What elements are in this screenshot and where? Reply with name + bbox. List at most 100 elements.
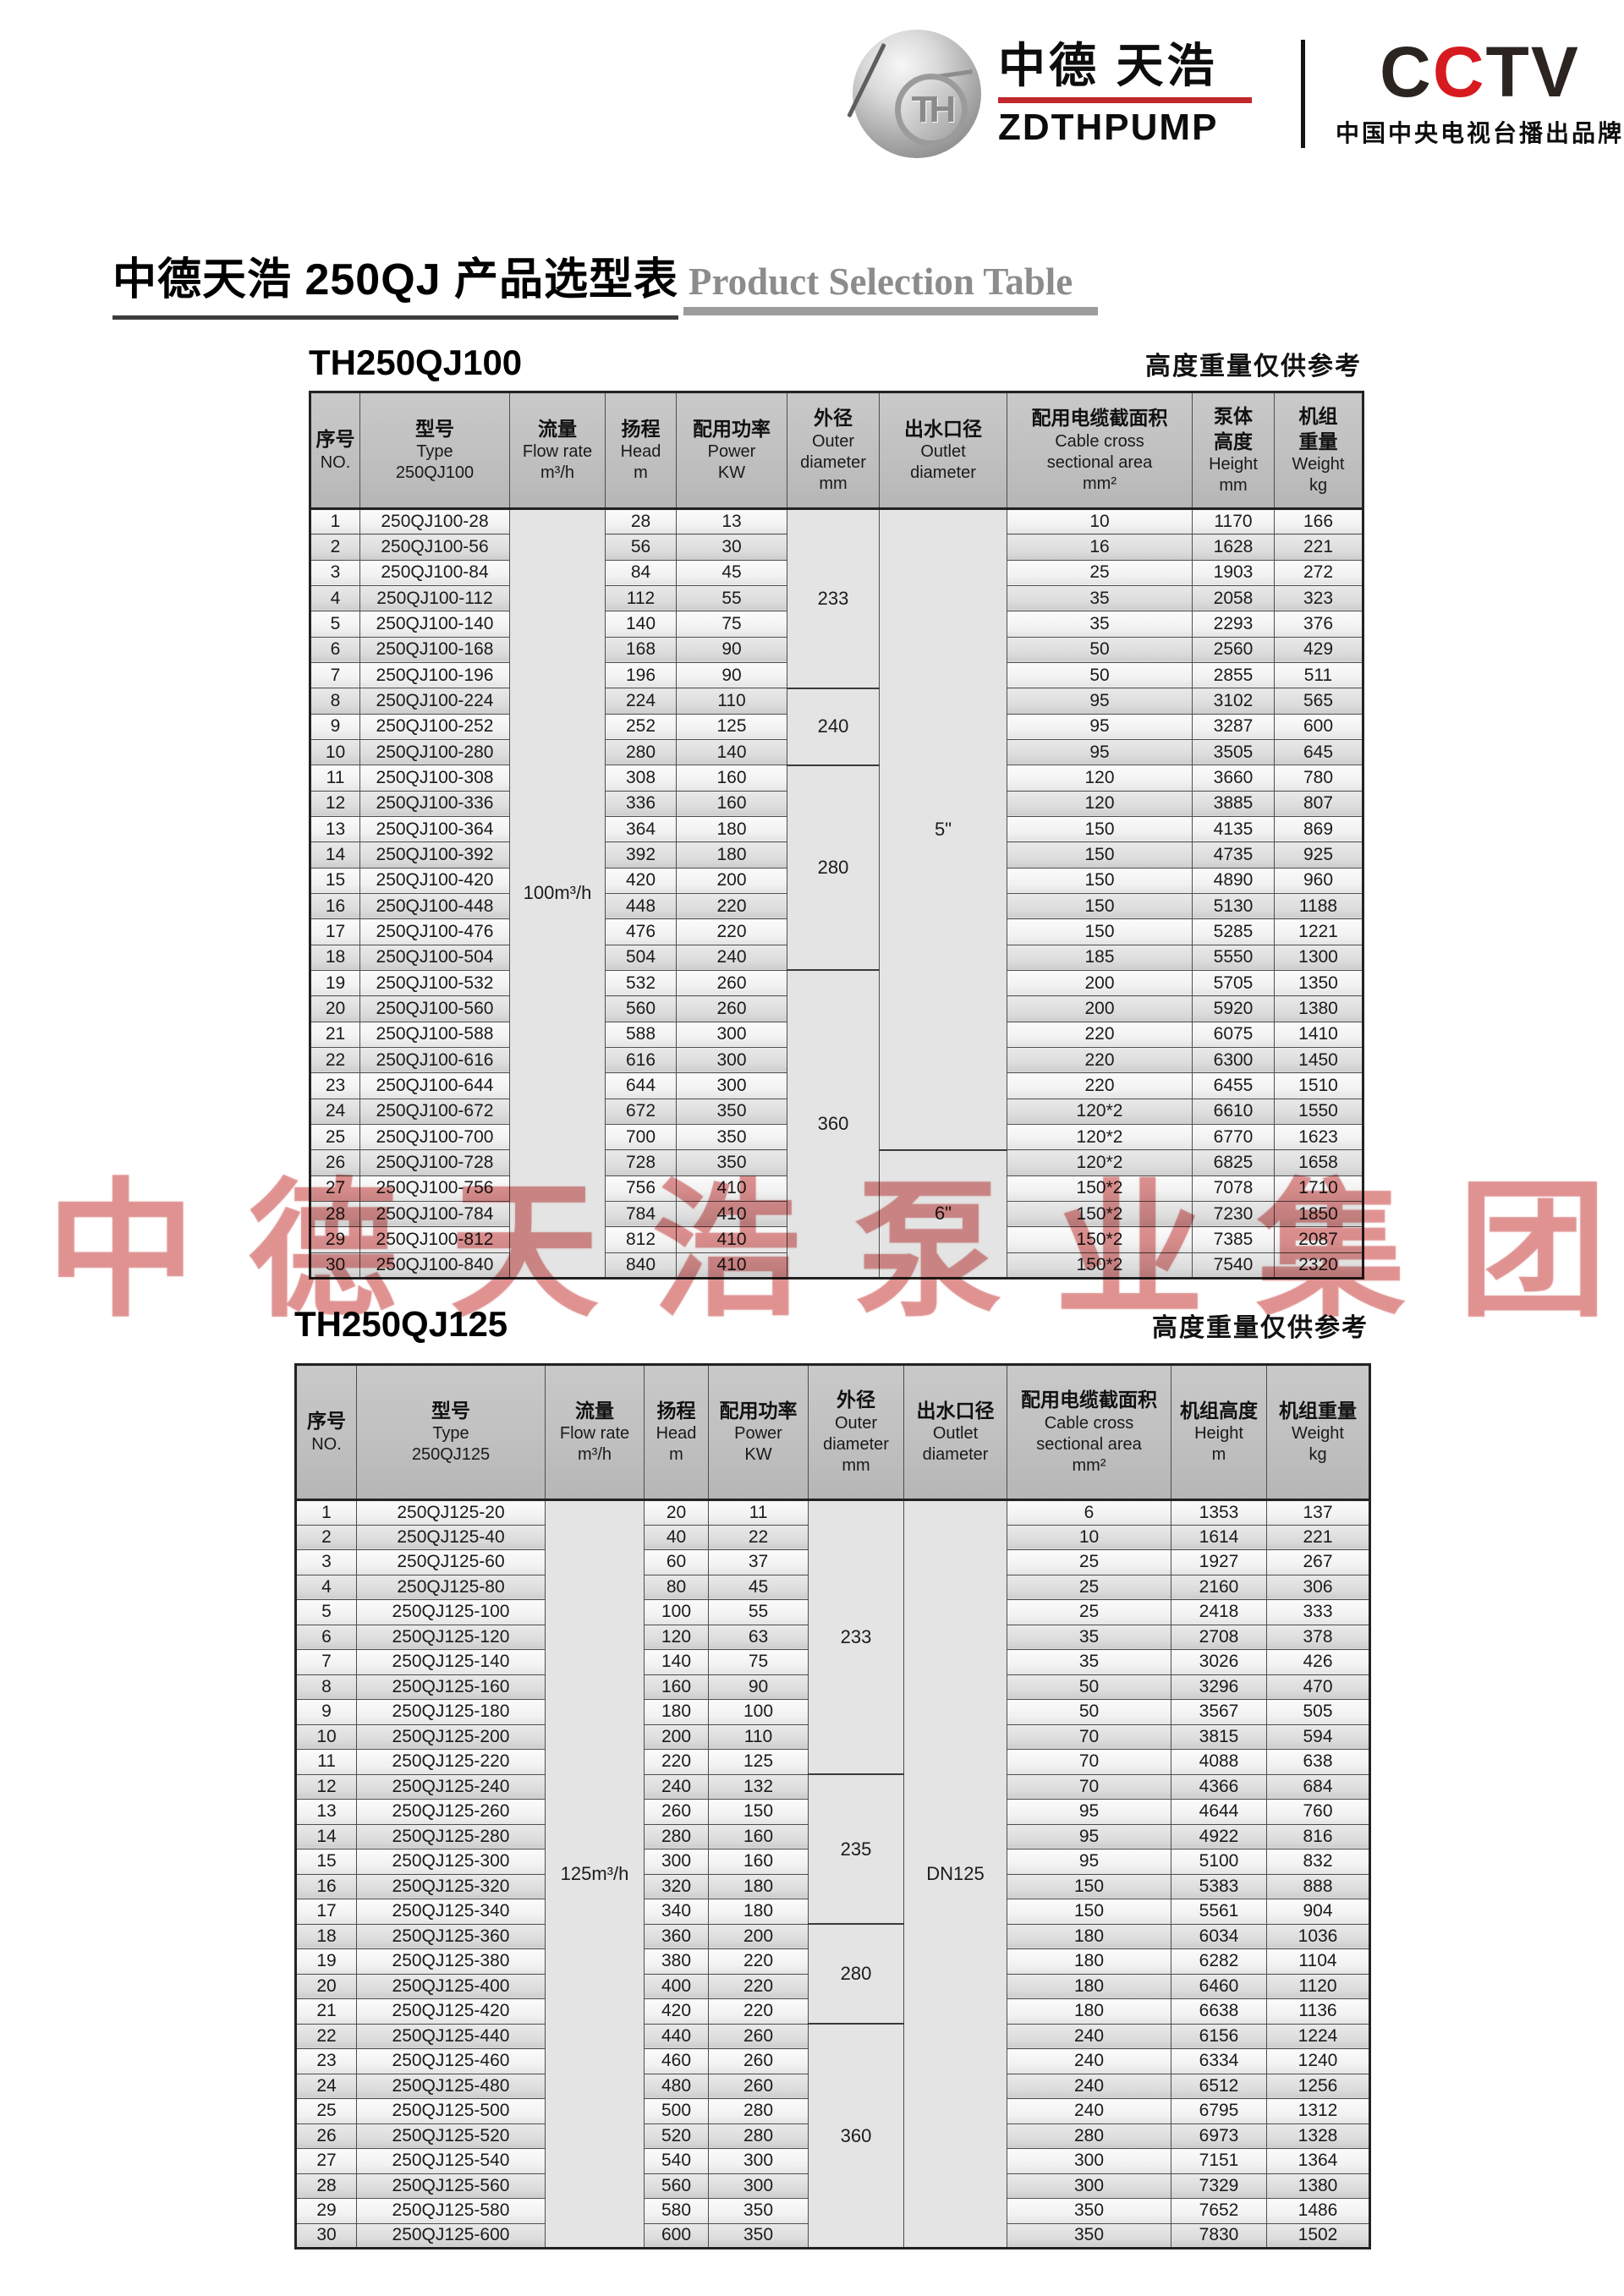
cell-height: 7230 bbox=[1192, 1200, 1275, 1228]
cell-height: 6034 bbox=[1171, 1923, 1267, 1949]
cell-type: 250QJ100-336 bbox=[359, 790, 510, 817]
cell-cable: 240 bbox=[1007, 2048, 1171, 2074]
col-header-cable: 配用电缆截面积 Cable cross sectional area mm² bbox=[1007, 1364, 1171, 1501]
cell-cable: 25 bbox=[1007, 559, 1193, 586]
cell-height: 1927 bbox=[1171, 1549, 1267, 1575]
cell-cable: 50 bbox=[1007, 1674, 1171, 1700]
cell-weight: 2087 bbox=[1274, 1226, 1363, 1253]
cell-head: 20 bbox=[644, 1499, 709, 1526]
col-header-type: 型号 Type 250QJ125 bbox=[356, 1364, 546, 1501]
cell-no: 26 bbox=[310, 1149, 360, 1176]
logo-monogram: TH bbox=[911, 89, 957, 130]
table-row: 21 250QJ100-588 588 300 220 6075 1410 bbox=[310, 1021, 1363, 1048]
cell-weight: 1188 bbox=[1274, 892, 1363, 920]
cell-no: 16 bbox=[310, 892, 360, 920]
cell-power: 180 bbox=[676, 841, 787, 869]
cell-weight: 1224 bbox=[1266, 2023, 1370, 2049]
cell-cable: 25 bbox=[1007, 1549, 1171, 1575]
cell-head: 476 bbox=[605, 918, 677, 945]
cell-weight: 1380 bbox=[1274, 995, 1363, 1022]
table-row: 15 250QJ100-420 420 200 150 4890 960 bbox=[310, 867, 1363, 894]
cell-type: 250QJ125-380 bbox=[356, 1948, 546, 1975]
cell-no: 11 bbox=[310, 764, 360, 792]
cell-weight: 1036 bbox=[1266, 1923, 1370, 1949]
cell-weight: 505 bbox=[1266, 1699, 1370, 1725]
cell-weight: 426 bbox=[1266, 1649, 1370, 1675]
cell-power: 220 bbox=[676, 918, 787, 945]
table-row: 16 250QJ100-448 448 220 150 5130 1188 bbox=[310, 892, 1363, 920]
company-logo-icon: TH bbox=[847, 30, 981, 158]
cell-cable: 35 bbox=[1007, 1649, 1171, 1675]
cell-weight: 376 bbox=[1274, 611, 1363, 638]
cell-type: 250QJ125-460 bbox=[356, 2048, 546, 2074]
outer-diameter-cell: 360 bbox=[808, 2023, 904, 2249]
cell-power: 160 bbox=[676, 790, 787, 817]
cell-head: 700 bbox=[605, 1123, 677, 1151]
cell-head: 588 bbox=[605, 1021, 677, 1048]
cell-power: 13 bbox=[676, 507, 787, 535]
cell-height: 6638 bbox=[1171, 1998, 1267, 2025]
cell-type: 250QJ125-600 bbox=[356, 2222, 546, 2249]
cell-weight: 306 bbox=[1266, 1574, 1370, 1600]
cell-cable: 240 bbox=[1007, 2023, 1171, 2049]
cell-type: 250QJ125-580 bbox=[356, 2198, 546, 2224]
cell-height: 4135 bbox=[1192, 815, 1275, 843]
cell-head: 480 bbox=[644, 2073, 709, 2099]
table-row: 30 250QJ125-600 600 350 350 7830 1502 bbox=[295, 2222, 1370, 2249]
selection-table-100: 序号 NO. 型号 Type 250QJ100 流量 Flow rate m³/h 扬程 Head… bbox=[309, 391, 1364, 1280]
cell-head: 420 bbox=[605, 867, 677, 894]
cell-no: 3 bbox=[295, 1549, 357, 1575]
cell-height: 5130 bbox=[1192, 892, 1275, 920]
cell-cable: 300 bbox=[1007, 2148, 1171, 2174]
outer-diameter-cell: 360 bbox=[787, 969, 880, 1280]
cell-height: 1170 bbox=[1192, 507, 1275, 535]
cell-no: 17 bbox=[310, 918, 360, 945]
cell-type: 250QJ100-728 bbox=[359, 1149, 510, 1176]
cell-head: 200 bbox=[644, 1723, 709, 1750]
cctv-letter-red: C bbox=[1432, 32, 1486, 112]
cell-power: 220 bbox=[708, 1948, 809, 1975]
cell-no: 26 bbox=[295, 2123, 357, 2149]
cell-weight: 1221 bbox=[1274, 918, 1363, 945]
cell-no: 22 bbox=[295, 2023, 357, 2049]
logo-divider bbox=[1301, 40, 1305, 148]
cell-head: 784 bbox=[605, 1200, 677, 1228]
cell-head: 80 bbox=[644, 1574, 709, 1600]
cell-height: 3505 bbox=[1192, 738, 1275, 766]
cell-head: 560 bbox=[605, 995, 677, 1022]
cell-height: 5561 bbox=[1171, 1899, 1267, 1925]
cell-height: 1353 bbox=[1171, 1499, 1267, 1526]
cell-head: 308 bbox=[605, 764, 677, 792]
page-title: 中德天浩 250QJ 产品选型表 Product Selection Table bbox=[112, 244, 1099, 320]
cell-type: 250QJ125-200 bbox=[356, 1723, 546, 1750]
table-row: 24 250QJ125-480 480 260 240 6512 1256 bbox=[295, 2073, 1370, 2099]
cell-power: 100 bbox=[708, 1699, 809, 1725]
cell-head: 580 bbox=[644, 2198, 709, 2224]
table-row: 17 250QJ125-340 340 180 150 5561 904 bbox=[295, 1899, 1370, 1925]
cell-cable: 120*2 bbox=[1007, 1123, 1193, 1151]
cell-height: 5550 bbox=[1192, 944, 1275, 971]
cell-power: 350 bbox=[708, 2198, 809, 2224]
flow-rate-cell: 125m³/h bbox=[545, 1499, 645, 2249]
cell-power: 300 bbox=[708, 2148, 809, 2174]
cell-height: 4088 bbox=[1171, 1749, 1267, 1775]
cell-head: 616 bbox=[605, 1046, 677, 1074]
page-title-en: Product Selection Table bbox=[683, 260, 1099, 315]
cell-power: 410 bbox=[676, 1252, 787, 1279]
cell-type: 250QJ100-308 bbox=[359, 764, 510, 792]
cell-power: 55 bbox=[676, 584, 787, 612]
table-row: 1 250QJ125-20 125m³/h 20 11 233 DN125 6 1353 137 bbox=[295, 1499, 1370, 2249]
cell-head: 812 bbox=[605, 1226, 677, 1253]
table-row: 8 250QJ125-160 160 90 50 3296 470 bbox=[295, 1674, 1370, 1700]
table-row: 27 250QJ100-756 756 410 150*2 7078 1710 bbox=[310, 1175, 1363, 1202]
cell-head: 560 bbox=[644, 2173, 709, 2199]
cell-no: 23 bbox=[295, 2048, 357, 2074]
cell-no: 22 bbox=[310, 1046, 360, 1074]
cell-type: 250QJ125-440 bbox=[356, 2023, 546, 2049]
cell-type: 250QJ125-280 bbox=[356, 1823, 546, 1849]
cell-no: 9 bbox=[310, 713, 360, 740]
cell-no: 8 bbox=[310, 688, 360, 715]
cell-head: 500 bbox=[644, 2098, 709, 2124]
cell-type: 250QJ125-260 bbox=[356, 1799, 546, 1825]
cell-weight: 1240 bbox=[1266, 2048, 1370, 2074]
